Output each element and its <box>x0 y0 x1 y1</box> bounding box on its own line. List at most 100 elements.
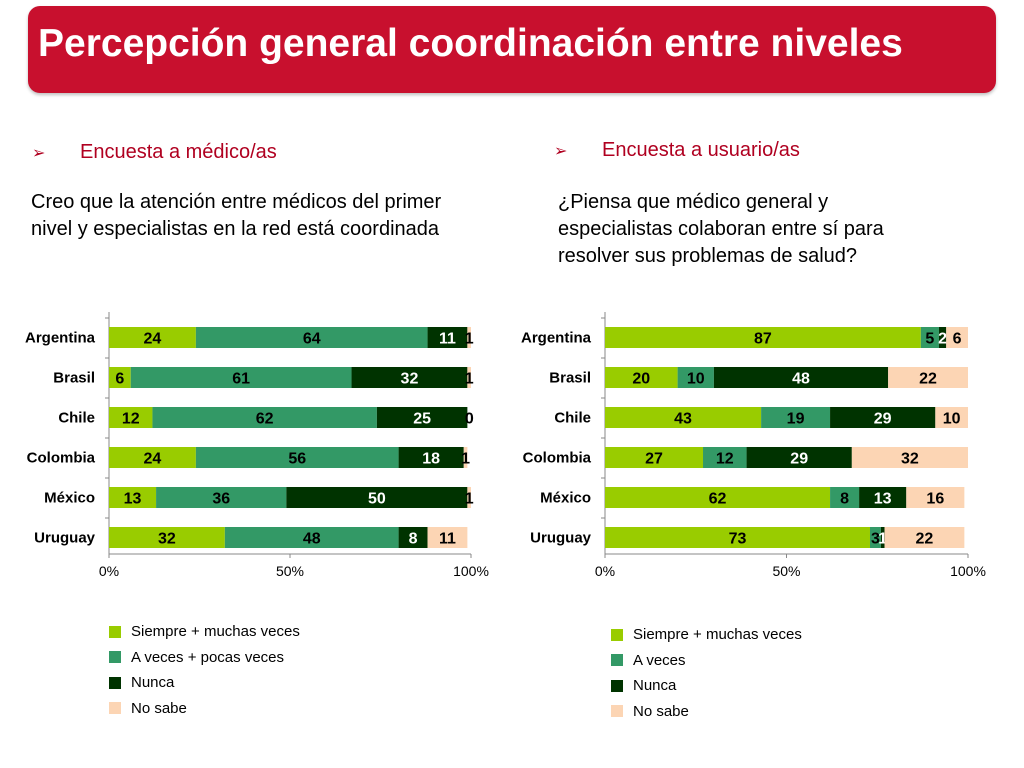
legend-swatch <box>611 628 623 641</box>
legend-item-siempre-muchas-veces: Siempre + muchas veces <box>109 619 300 645</box>
arrow-bullet-icon: ➢ <box>32 145 46 162</box>
right-heading-text: Encuesta a usuario/as <box>602 139 800 161</box>
bar-segment-no-sabe <box>467 487 471 508</box>
category-label: México <box>44 490 95 507</box>
data-label: 8 <box>409 531 418 548</box>
bar-segment-no-sabe <box>935 407 968 428</box>
bar-segment-a-veces-pocas-veces <box>195 447 399 468</box>
category-label: Colombia <box>27 450 96 467</box>
data-label: 64 <box>303 331 321 348</box>
legend-label: A veces + pocas veces <box>131 648 285 666</box>
data-label: 22 <box>919 371 937 388</box>
data-label: 24 <box>144 331 162 348</box>
x-tick-label: 50% <box>772 563 800 579</box>
legend-swatch <box>109 651 121 664</box>
data-label: 36 <box>212 491 230 508</box>
x-tick-label: 50% <box>276 563 304 579</box>
data-label: 19 <box>787 411 805 428</box>
slide-title: Percepción general coordinación entre ni… <box>38 22 903 65</box>
data-label: 11 <box>439 531 456 548</box>
category-label: Uruguay <box>530 530 592 547</box>
data-label: 87 <box>754 331 772 348</box>
data-label: 29 <box>874 411 892 428</box>
right-question: ¿Piensa que médico general y especialist… <box>558 189 884 270</box>
user-chart-legend: Siempre + muchas veces A veces Nunca No sab… <box>611 622 802 724</box>
data-label: 50 <box>368 491 386 508</box>
data-label: 22 <box>916 531 934 548</box>
data-label: 24 <box>144 451 162 468</box>
bar-segment-siempre-muchas-veces <box>605 367 678 388</box>
data-label: 16 <box>926 491 944 508</box>
bar-segment-siempre-muchas-veces <box>109 327 196 348</box>
right-heading: ➢ Encuesta a usuario/as <box>554 139 800 162</box>
bar-segment-siempre-muchas-veces <box>109 487 157 508</box>
data-label: 10 <box>943 411 961 428</box>
data-label: 56 <box>288 451 306 468</box>
legend-item-siempre-muchas-veces: Siempre + muchas veces <box>611 622 802 648</box>
bar-segment-a-veces-pocas-veces <box>152 407 377 428</box>
bar-segment-a-veces <box>703 447 747 468</box>
data-label: 0 <box>465 411 474 428</box>
bar-segment-no-sabe <box>884 527 965 548</box>
legend-label: Siempre + muchas veces <box>633 626 802 644</box>
data-label: 32 <box>401 371 419 388</box>
legend-item-a-veces: A veces <box>611 648 802 674</box>
data-label: 1 <box>465 331 474 348</box>
arrow-bullet-icon: ➢ <box>554 143 568 160</box>
bar-segment-no-sabe <box>463 447 468 468</box>
legend-swatch <box>611 654 623 667</box>
bar-segment-nunca <box>713 367 889 388</box>
legend-label: Nunca <box>633 677 677 695</box>
user-survey-chart: Argentina 87 5 2 6 Brasil 20 10 48 22 Chile 43 19 29 1… <box>521 312 986 579</box>
bar-segment-no-sabe <box>851 447 968 468</box>
bar-segment-siempre-muchas-veces <box>605 487 831 508</box>
data-label: 62 <box>256 411 274 428</box>
bar-segment-nunca <box>398 447 464 468</box>
legend-label: Nunca <box>131 674 175 692</box>
bar-segment-siempre-muchas-veces <box>109 407 153 428</box>
bar-segment-a-veces <box>761 407 831 428</box>
data-label: 73 <box>729 531 747 548</box>
legend-swatch <box>109 625 121 638</box>
legend-item-no-sabe: No sabe <box>611 699 802 725</box>
data-label: 1 <box>465 371 474 388</box>
bar-segment-siempre-muchas-veces <box>109 447 196 468</box>
category-label: Colombia <box>523 450 592 467</box>
category-label: Brasil <box>549 370 591 387</box>
bar-segment-no-sabe <box>888 367 968 388</box>
left-question: Creo que la atención entre médicos del p… <box>31 189 441 243</box>
legend-item-no-sabe: No sabe <box>109 696 300 722</box>
data-label: 12 <box>716 451 734 468</box>
bar-segment-a-veces <box>920 327 939 348</box>
left-heading: ➢ Encuesta a médico/as <box>32 141 277 164</box>
bar-segment-nunca <box>398 527 428 548</box>
bar-segment-no-sabe <box>946 327 968 348</box>
x-tick-label: 100% <box>453 563 489 579</box>
data-label: 2 <box>938 331 947 348</box>
category-label: Uruguay <box>34 530 96 547</box>
bar-segment-nunca <box>286 487 468 508</box>
bar-segment-a-veces-pocas-veces <box>156 487 287 508</box>
data-label: 27 <box>645 451 663 468</box>
x-tick-label: 0% <box>99 563 119 579</box>
bar-segment-a-veces <box>830 487 860 508</box>
right-question-line: resolver sus problemas de salud? <box>558 245 858 267</box>
legend-item-a-veces-pocas-veces: A veces + pocas veces <box>109 645 300 671</box>
data-label: 61 <box>232 371 250 388</box>
data-label: 48 <box>792 371 810 388</box>
category-label: Brasil <box>53 370 95 387</box>
data-label: 43 <box>674 411 692 428</box>
bar-segment-a-veces-pocas-veces <box>130 367 352 388</box>
category-label: Argentina <box>25 330 96 347</box>
data-label: 18 <box>422 451 440 468</box>
bar-segment-a-veces <box>869 527 881 548</box>
x-tick-label: 100% <box>950 563 986 579</box>
data-label: 32 <box>901 451 919 468</box>
legend-item-nunca: Nunca <box>611 673 802 699</box>
bar-segment-a-veces-pocas-veces <box>224 527 399 548</box>
data-label: 32 <box>158 531 176 548</box>
legend-swatch <box>611 705 623 718</box>
data-label: 1 <box>465 491 474 508</box>
data-label: 12 <box>122 411 140 428</box>
data-label: 1 <box>461 451 470 468</box>
